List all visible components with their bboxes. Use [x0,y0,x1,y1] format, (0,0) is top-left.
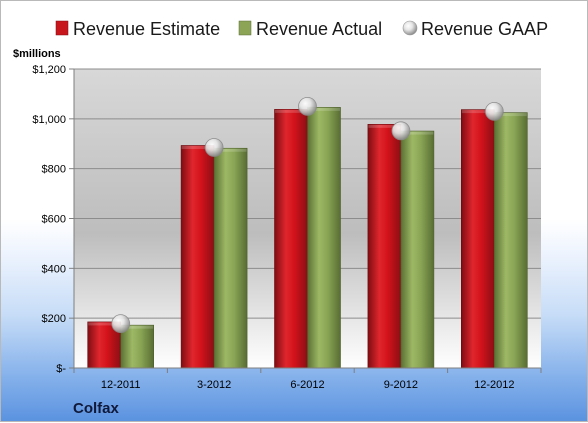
gaap-marker [204,138,224,157]
actual-bar [493,112,528,369]
actual-bar-highlight [214,148,247,152]
gaap-marker [111,314,131,334]
legend-label-estimate: Revenue Estimate [73,19,220,39]
legend-swatch-actual [238,20,252,36]
estimate-bar-highlight [181,145,214,149]
legend-item-revenue-estimate: Revenue Estimate [55,19,220,39]
estimate-bar [367,124,402,369]
x-tick-label: 6-2012 [290,379,324,391]
estimate-bar [180,145,215,369]
gaap-marker [484,101,504,121]
x-axis-ticks: 12-2011 3-2012 6-2012 9-2012 12-2012 [73,368,542,391]
actual-bar [307,107,341,369]
gaap-marker [298,96,317,116]
estimate-bar-highlight [275,109,307,113]
actual-bar-highlight [494,113,527,117]
actual-bar [400,130,435,369]
estimate-bar-highlight [461,110,494,114]
legend-label-gaap: Revenue GAAP [421,19,548,39]
legend-item-revenue-gaap: Revenue GAAP [402,19,548,39]
estimate-bar-highlight [368,124,401,128]
y-tick-label: $1,000 [32,114,66,126]
y-tick-label: $600 [42,214,66,226]
estimate-bar [274,109,308,369]
x-tick-label: 3-2012 [197,379,231,391]
actual-bar [213,147,248,369]
actual-bar-highlight [308,107,340,111]
x-tick-label: 12-2011 [101,379,141,391]
x-tick-label: 12-2012 [474,379,514,391]
y-tick-label: $800 [42,164,66,176]
estimate-bar [460,109,495,369]
gaap-marker [391,121,411,141]
y-axis-ticks: $- $200 $400 $600 $800 $1,000 $1,200 [32,64,74,375]
actual-bar-highlight [401,131,434,135]
estimate-bar-highlight [88,322,121,326]
legend-marker-gaap [402,20,418,36]
gaap-markers [111,96,504,334]
legend-label-actual: Revenue Actual [256,19,382,39]
y-tick-label: $1,200 [32,64,66,76]
y-tick-label: $400 [42,263,66,275]
company-label: Colfax [73,400,120,417]
legend-swatch-estimate [55,20,69,36]
bars [87,107,528,369]
actual-bar-highlight [121,325,154,329]
y-tick-label: $- [56,363,66,375]
legend: Revenue Estimate Revenue Actual Revenue … [55,19,548,39]
y-tick-label: $200 [42,313,66,325]
x-tick-label: 9-2012 [384,379,418,391]
y-unit-label: $millions [13,48,61,60]
legend-item-revenue-actual: Revenue Actual [238,19,382,39]
actual-bar [120,324,154,369]
